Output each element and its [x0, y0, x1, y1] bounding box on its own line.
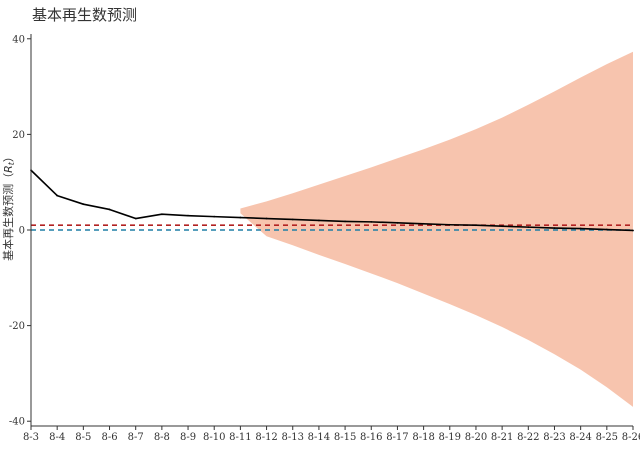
x-tick-label-8-3: 8-3: [23, 432, 39, 443]
x-tick-label-8-18: 8-18: [412, 432, 434, 443]
x-tick-label-8-21: 8-21: [491, 432, 513, 443]
y-tick-label--40: -40: [9, 417, 25, 428]
forecast-point-8-18: [422, 222, 425, 225]
x-tick-label-8-15: 8-15: [334, 432, 356, 443]
x-tick-label-8-12: 8-12: [255, 432, 277, 443]
forecast-point-8-16: [370, 220, 373, 223]
x-tick-label-8-26: 8-26: [622, 432, 640, 443]
x-tick-label-8-7: 8-7: [128, 432, 144, 443]
x-tick-label-8-11: 8-11: [229, 432, 251, 443]
y-tick-label--20: -20: [9, 321, 25, 332]
forecast-line: [30, 169, 634, 232]
forecast-point-8-12: [265, 217, 268, 220]
x-tick-label-8-13: 8-13: [282, 432, 304, 443]
chart-title: 基本再生数预测: [32, 6, 138, 24]
y-axis-label: 基本再生数预测（Rt）: [1, 151, 16, 261]
x-tick-label-8-6: 8-6: [101, 432, 117, 443]
forecast-point-8-26: [632, 229, 634, 232]
forecast-point-8-5: [82, 203, 85, 206]
forecast-point-8-11: [239, 216, 242, 219]
forecast-point-8-7: [134, 217, 137, 220]
x-tick-label-8-4: 8-4: [49, 432, 65, 443]
x-tick-label-8-5: 8-5: [75, 432, 91, 443]
x-tick-label-8-8: 8-8: [154, 432, 170, 443]
x-tick-label-8-10: 8-10: [203, 432, 225, 443]
forecast-point-8-17: [396, 221, 399, 224]
x-tick-label-8-22: 8-22: [517, 432, 539, 443]
x-tick-label-8-14: 8-14: [308, 432, 330, 443]
y-tick-label-0: 0: [19, 226, 25, 237]
x-tick-label-8-23: 8-23: [543, 432, 565, 443]
y-axis-label-close: ）: [2, 151, 15, 162]
forecast-point-8-8: [160, 213, 163, 216]
forecast-point-8-10: [213, 215, 216, 218]
y-axis-label-symbol: R: [2, 165, 15, 173]
forecast-point-8-25: [605, 228, 608, 231]
forecast-point-8-24: [579, 227, 582, 230]
x-tick-label-8-17: 8-17: [386, 432, 408, 443]
forecast-point-8-4: [56, 194, 59, 197]
x-tick-label-8-19: 8-19: [439, 432, 461, 443]
axes-layer: -40 -20 0 20 40 8-3 8-4 8-5 8-6 8-7 8-8 8-9 8-10 8-11…: [9, 34, 640, 443]
y-axis-label-text: 基本再生数预测（: [1, 173, 15, 261]
y-tick-label-20: 20: [12, 130, 25, 141]
x-tick-label-8-20: 8-20: [465, 432, 487, 443]
x-tick-label-8-9: 8-9: [180, 432, 196, 443]
forecast-point-8-6: [108, 208, 111, 211]
y-tick-label-40: 40: [12, 34, 25, 45]
forecast-point-8-15: [344, 220, 346, 223]
forecast-point-8-20: [475, 224, 477, 227]
forecast-point-8-13: [291, 218, 294, 221]
forecast-point-8-14: [318, 219, 320, 222]
x-tick-label-8-24: 8-24: [569, 432, 591, 443]
y-axis-label-subscript: t: [7, 161, 16, 165]
forecast-point-8-21: [501, 225, 504, 228]
x-tick-label-8-16: 8-16: [360, 432, 382, 443]
forecast-point-8-19: [448, 223, 451, 226]
x-tick-label-8-25: 8-25: [596, 432, 618, 443]
forecast-point-8-9: [187, 214, 189, 217]
forecast-point-8-23: [553, 227, 556, 229]
reference-lines-layer: [31, 224, 633, 231]
forecast-point-8-22: [527, 226, 530, 229]
